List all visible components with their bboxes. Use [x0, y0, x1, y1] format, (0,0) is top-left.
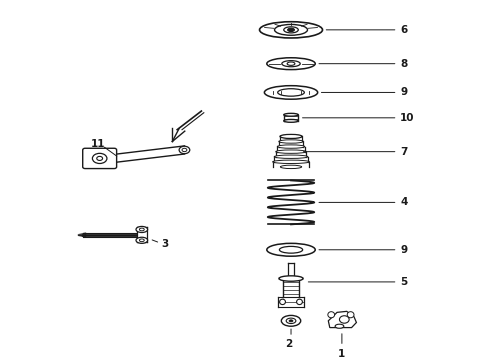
Ellipse shape [280, 165, 302, 168]
Ellipse shape [340, 316, 349, 323]
Ellipse shape [265, 86, 318, 99]
Ellipse shape [279, 246, 303, 253]
Text: 2: 2 [285, 339, 292, 350]
Ellipse shape [286, 318, 296, 324]
Text: 7: 7 [400, 147, 407, 157]
Text: 8: 8 [400, 59, 407, 69]
Text: 5: 5 [400, 277, 407, 287]
Ellipse shape [97, 156, 102, 161]
Ellipse shape [280, 135, 302, 138]
Text: 10: 10 [400, 113, 415, 123]
Ellipse shape [347, 312, 354, 318]
Ellipse shape [277, 145, 305, 148]
Text: 3: 3 [161, 239, 169, 249]
Ellipse shape [274, 155, 308, 158]
Ellipse shape [284, 27, 298, 33]
Text: 1: 1 [338, 348, 345, 359]
Ellipse shape [280, 299, 286, 305]
Text: 11: 11 [91, 139, 105, 149]
Ellipse shape [267, 243, 315, 256]
Ellipse shape [335, 324, 344, 328]
Ellipse shape [136, 237, 147, 243]
Text: 4: 4 [400, 197, 407, 207]
Ellipse shape [179, 146, 190, 154]
Ellipse shape [139, 228, 144, 231]
Ellipse shape [139, 239, 144, 242]
Ellipse shape [278, 89, 304, 96]
Ellipse shape [328, 312, 335, 318]
Ellipse shape [284, 120, 298, 122]
Ellipse shape [280, 134, 302, 139]
Ellipse shape [282, 60, 300, 67]
Text: 9: 9 [400, 87, 407, 98]
Text: 9: 9 [400, 245, 407, 255]
Ellipse shape [279, 140, 303, 143]
Ellipse shape [287, 62, 295, 66]
Ellipse shape [289, 320, 293, 322]
Ellipse shape [274, 24, 308, 35]
FancyBboxPatch shape [83, 148, 117, 168]
Ellipse shape [276, 150, 306, 153]
Text: 6: 6 [400, 25, 407, 35]
Ellipse shape [182, 148, 187, 152]
Ellipse shape [93, 153, 107, 163]
Ellipse shape [260, 22, 322, 38]
Ellipse shape [279, 276, 303, 281]
Ellipse shape [136, 226, 147, 233]
Ellipse shape [296, 299, 302, 305]
Ellipse shape [281, 315, 301, 326]
Ellipse shape [272, 160, 309, 163]
Polygon shape [328, 311, 356, 328]
Ellipse shape [267, 58, 315, 69]
Ellipse shape [284, 113, 298, 116]
Ellipse shape [288, 28, 294, 32]
